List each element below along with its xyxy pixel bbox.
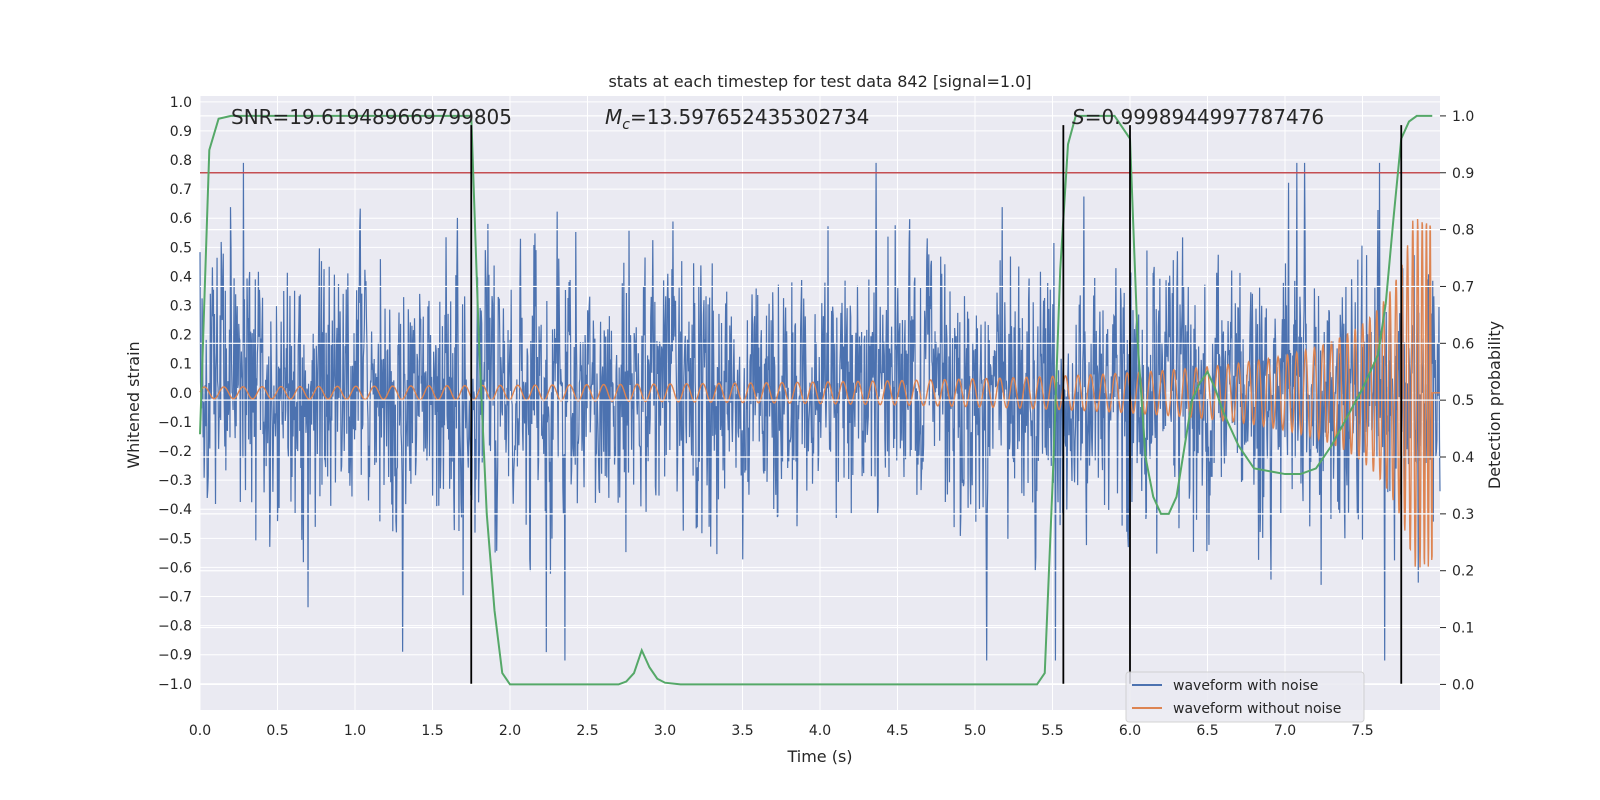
legend-label-noise: waveform with noise [1173, 678, 1318, 694]
y-tick-label: −0.1 [158, 415, 192, 431]
legend-box [1125, 671, 1365, 723]
chart-title: stats at each timestep for test data 842… [608, 72, 1031, 91]
y-tick-label: 0.2 [170, 328, 192, 344]
legend-label-clean: waveform without noise [1173, 701, 1341, 717]
x-tick-label: 6.0 [1119, 723, 1141, 739]
y2-tick-label: 0.8 [1452, 223, 1474, 239]
y-tick-label: 0.4 [170, 269, 192, 285]
x-tick-label: 7.0 [1274, 723, 1296, 739]
x-tick-label: 4.5 [886, 723, 908, 739]
y-tick-label: 0.1 [170, 357, 192, 373]
y2-tick-label: 0.6 [1452, 336, 1474, 352]
clean-line [199, 219, 1440, 568]
x-tick-label: 2.0 [499, 723, 521, 739]
y-tick-label: −0.8 [158, 619, 192, 635]
chirp-mass-subscript: c [622, 117, 630, 133]
x-tick-label: 0.5 [266, 723, 288, 739]
y2-tick-label: 0.3 [1452, 507, 1474, 523]
y2-tick-label: 0.0 [1452, 677, 1474, 693]
chirp-mass-annotation: Mc=13.597652435302734 [605, 105, 869, 133]
vertical-markers [470, 125, 1403, 684]
y-tick-label: 0.7 [170, 182, 192, 198]
y2-tick-label: 0.2 [1452, 564, 1474, 580]
x-tick-label: 5.0 [964, 723, 986, 739]
noise-line [199, 162, 1441, 661]
y-tick-label: 0.9 [170, 124, 192, 140]
x-tick-label: 0.0 [189, 723, 211, 739]
y2-axis-label: Detection probability [1485, 321, 1504, 489]
waveform-without-noise-series [199, 219, 1440, 568]
x-tick-label: 6.5 [1196, 723, 1218, 739]
y-tick-label: 0.3 [170, 299, 192, 315]
y-tick-label: 0.6 [170, 211, 192, 227]
x-tick-label: 1.0 [344, 723, 366, 739]
x-tick-label: 3.5 [731, 723, 753, 739]
y-tick-label: 0.8 [170, 153, 192, 169]
y-tick-label: −0.2 [158, 444, 192, 460]
y-tick-label: 0.5 [170, 240, 192, 256]
x-tick-label: 3.0 [654, 723, 676, 739]
waveform-with-noise-series [199, 162, 1441, 661]
y-tick-label: −0.9 [158, 648, 192, 664]
score-value: =0.9998944997787476 [1085, 105, 1324, 129]
y-tick-label: 1.0 [170, 95, 192, 111]
y-tick-label: −0.6 [158, 560, 192, 576]
y-tick-label: −1.0 [158, 677, 192, 693]
x-tick-label: 7.5 [1351, 723, 1373, 739]
legend: waveform with noise waveform without noi… [1125, 671, 1365, 723]
x-tick-label: 4.0 [809, 723, 831, 739]
y-axis-ticks: 1.0 0.9 0.8 0.7 0.6 0.5 0.4 0.3 0.2 0.1 0.0 −0.1 −0.… [158, 95, 192, 693]
y2-tick-label: 0.9 [1452, 166, 1474, 182]
chirp-mass-symbol: M [605, 105, 622, 129]
detection-probability-series [199, 114, 1433, 686]
y-tick-label: −0.4 [158, 502, 192, 518]
x-tick-label: 2.5 [576, 723, 598, 739]
probability-line [199, 114, 1433, 686]
y2-axis-ticks: 1.0 0.9 0.8 0.7 0.6 0.5 0.4 0.3 0.2 0.1 0.0 [1440, 109, 1474, 693]
y-tick-label: −0.5 [158, 531, 192, 547]
y2-tick-label: 0.7 [1452, 279, 1474, 295]
snr-annotation: SNR=19.619489669799805 [231, 105, 512, 129]
y-tick-label: −0.3 [158, 473, 192, 489]
y-axis-label: Whitened strain [124, 341, 143, 468]
x-axis-ticks: 0.0 0.5 1.0 1.5 2.0 2.5 3.0 3.5 4.0 4.5 5.0 5.5 6.0 6… [189, 723, 1374, 739]
x-axis-label: Time (s) [786, 747, 852, 766]
y2-tick-label: 0.5 [1452, 393, 1474, 409]
score-annotation: S=0.9998944997787476 [1072, 105, 1324, 129]
y-tick-label: 0.0 [170, 386, 192, 402]
y2-tick-label: 1.0 [1452, 109, 1474, 125]
score-symbol: S [1072, 105, 1085, 129]
x-tick-label: 5.5 [1041, 723, 1063, 739]
y2-tick-label: 0.1 [1452, 621, 1474, 637]
chirp-mass-value: =13.597652435302734 [630, 105, 869, 129]
x-tick-label: 1.5 [421, 723, 443, 739]
y2-tick-label: 0.4 [1452, 450, 1474, 466]
overlay-grid [200, 115, 1440, 686]
y-tick-label: −0.7 [158, 590, 192, 606]
